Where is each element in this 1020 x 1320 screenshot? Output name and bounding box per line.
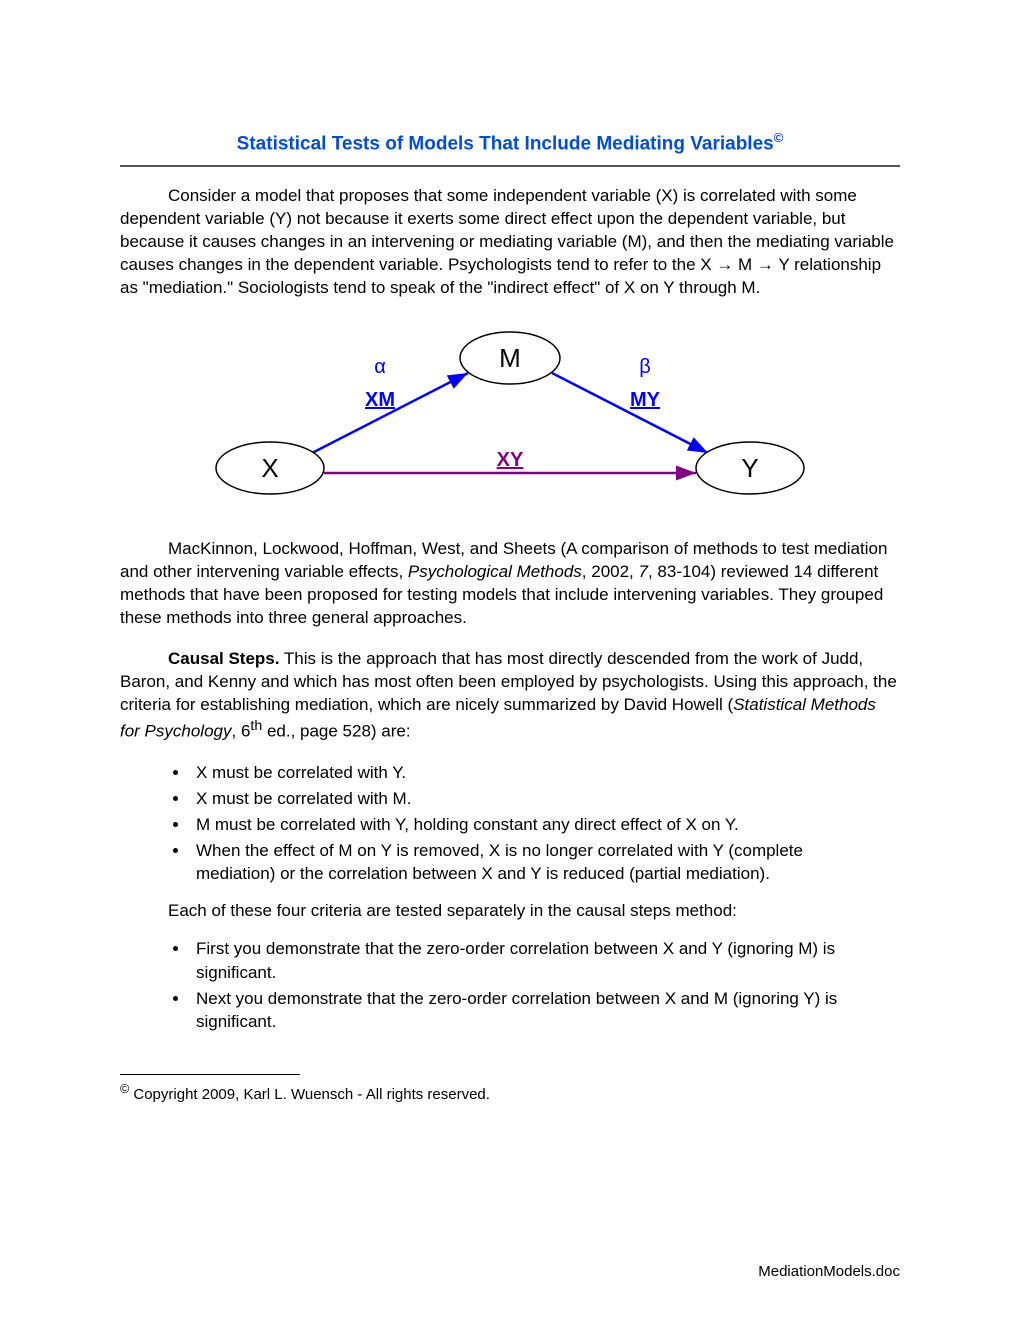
footnote-rule: [120, 1074, 300, 1075]
p2-vol: 7: [639, 562, 648, 581]
p1-text: Consider a model that proposes that some…: [120, 186, 894, 297]
footnote-text: Copyright 2009, Karl L. Wuensch - All ri…: [129, 1086, 490, 1103]
list-item: First you demonstrate that the zero-orde…: [190, 937, 880, 985]
p2-journal: Psychological Methods: [408, 562, 582, 581]
list-item: Next you demonstrate that the zero-order…: [190, 987, 880, 1035]
footer-filename: MediationModels.doc: [758, 1263, 900, 1280]
midline-text: Each of these four criteria are tested s…: [168, 900, 900, 923]
svg-text:M: M: [499, 343, 521, 373]
diagram-svg: MXYαXMβMYXY: [200, 318, 820, 508]
svg-text:XY: XY: [497, 449, 524, 471]
paragraph-mackinnon: MacKinnon, Lockwood, Hoffman, West, and …: [120, 538, 900, 630]
list-item: X must be correlated with M.: [190, 787, 880, 811]
title-superscript: ©: [774, 130, 784, 145]
mediation-diagram: MXYαXMβMYXY: [200, 318, 820, 508]
paragraph-causal-steps: Causal Steps. This is the approach that …: [120, 648, 900, 743]
p3-sup: th: [250, 718, 262, 734]
list-item: X must be correlated with Y.: [190, 761, 880, 785]
svg-text:Y: Y: [741, 453, 758, 483]
footnote-mark: ©: [120, 1082, 129, 1096]
p2-mid: , 2002,: [582, 562, 639, 581]
criteria-list: X must be correlated with Y.X must be co…: [190, 761, 880, 886]
p3-head: Causal Steps.: [168, 649, 280, 668]
title-text: Statistical Tests of Models That Include…: [237, 133, 774, 154]
list-item: When the effect of M on Y is removed, X …: [190, 839, 880, 887]
title-rule: [120, 165, 900, 167]
paragraph-intro: Consider a model that proposes that some…: [120, 185, 900, 300]
footnote: © Copyright 2009, Karl L. Wuensch - All …: [120, 1081, 900, 1105]
svg-text:XM: XM: [365, 389, 395, 411]
page-title: Statistical Tests of Models That Include…: [120, 130, 900, 155]
svg-text:α: α: [374, 356, 386, 378]
list-item: M must be correlated with Y, holding con…: [190, 813, 880, 837]
svg-text:X: X: [261, 453, 278, 483]
p3-body-b: , 6: [232, 721, 251, 740]
p3-body-c: ed., page 528) are:: [262, 721, 410, 740]
svg-text:β: β: [639, 356, 651, 378]
svg-text:MY: MY: [630, 389, 661, 411]
steps-list: First you demonstrate that the zero-orde…: [190, 937, 880, 1034]
